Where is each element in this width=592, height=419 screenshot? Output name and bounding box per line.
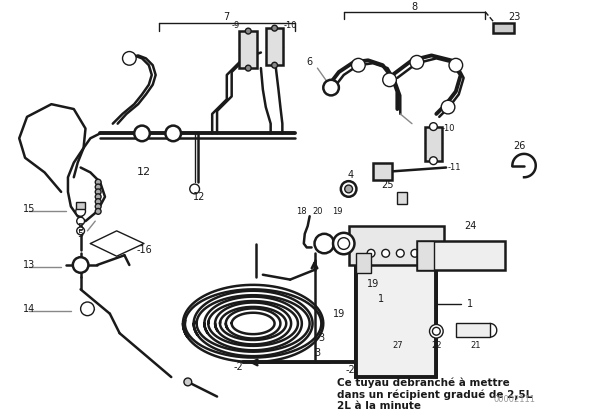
Text: 27: 27 (392, 341, 403, 350)
Circle shape (95, 199, 101, 204)
Circle shape (272, 62, 278, 68)
Circle shape (430, 324, 443, 338)
Circle shape (81, 302, 94, 316)
Circle shape (397, 249, 404, 257)
Bar (424, 127, 442, 161)
Text: 1: 1 (378, 294, 384, 304)
Text: -2: -2 (234, 362, 243, 372)
Text: 26: 26 (513, 141, 525, 151)
Circle shape (95, 189, 101, 195)
Bar (417, 241, 435, 270)
Text: 19: 19 (333, 309, 345, 319)
Circle shape (190, 184, 200, 194)
Circle shape (323, 80, 339, 96)
Text: 18: 18 (297, 207, 307, 216)
Circle shape (382, 249, 390, 257)
Circle shape (314, 234, 334, 253)
Circle shape (76, 207, 85, 216)
Circle shape (245, 65, 251, 71)
Text: 25: 25 (381, 180, 394, 190)
Text: -11: -11 (447, 163, 461, 172)
Bar (397, 192, 407, 204)
Bar (266, 28, 284, 65)
Text: 6: 6 (307, 57, 313, 67)
Text: 13: 13 (23, 260, 35, 270)
Circle shape (95, 179, 101, 185)
Text: 22: 22 (431, 341, 442, 350)
Text: 3: 3 (318, 333, 324, 343)
Bar (456, 323, 490, 337)
Text: 15: 15 (22, 204, 35, 215)
Circle shape (123, 52, 136, 65)
Circle shape (134, 126, 150, 141)
Bar (493, 23, 514, 33)
Text: 7: 7 (224, 13, 230, 23)
Circle shape (165, 126, 181, 141)
Text: 12: 12 (194, 192, 205, 202)
Text: 23: 23 (508, 13, 520, 23)
Text: -10: -10 (284, 21, 297, 30)
Circle shape (449, 58, 463, 72)
Circle shape (352, 58, 365, 72)
Circle shape (95, 194, 101, 200)
Text: 00002111: 00002111 (493, 395, 535, 404)
Text: 8: 8 (412, 2, 418, 12)
Circle shape (272, 25, 278, 31)
Text: 24: 24 (464, 221, 477, 231)
Text: -9: -9 (231, 21, 240, 30)
Circle shape (338, 238, 350, 249)
Bar (356, 243, 436, 377)
Circle shape (77, 217, 85, 225)
Circle shape (95, 204, 101, 210)
Text: 12: 12 (137, 168, 151, 177)
Text: 5: 5 (78, 229, 83, 239)
Circle shape (430, 157, 437, 165)
Circle shape (245, 28, 251, 34)
Bar (373, 163, 392, 180)
Text: 21: 21 (470, 341, 481, 350)
Circle shape (430, 123, 437, 130)
Text: 5: 5 (78, 223, 83, 233)
Text: -16: -16 (136, 246, 152, 255)
Text: 19: 19 (332, 207, 342, 216)
Text: -10: -10 (441, 124, 455, 133)
Bar (417, 241, 504, 270)
Circle shape (410, 55, 424, 69)
Circle shape (383, 73, 397, 87)
Text: 19: 19 (367, 279, 379, 290)
Circle shape (95, 208, 101, 214)
Circle shape (95, 184, 101, 190)
Bar (76, 202, 85, 210)
Circle shape (441, 100, 455, 114)
Text: 3: 3 (314, 348, 320, 358)
Circle shape (432, 327, 440, 335)
Text: 17: 17 (337, 246, 350, 255)
Text: 4: 4 (348, 170, 353, 180)
Circle shape (73, 257, 88, 273)
Circle shape (341, 181, 356, 197)
Text: 14: 14 (23, 304, 35, 314)
Circle shape (411, 249, 419, 257)
Text: -2: -2 (346, 365, 355, 375)
Circle shape (345, 185, 352, 193)
Text: 20: 20 (312, 207, 323, 216)
Bar (356, 253, 371, 273)
Text: Ce tuyau débranché à mettre
dans un récipient gradué de 2,5L
2L à la minute: Ce tuyau débranché à mettre dans un réci… (337, 377, 532, 411)
Bar (349, 226, 444, 265)
Circle shape (77, 227, 85, 235)
Circle shape (367, 249, 375, 257)
Circle shape (333, 233, 355, 254)
Bar (240, 31, 257, 68)
Text: 1: 1 (467, 299, 474, 309)
Circle shape (184, 378, 192, 386)
